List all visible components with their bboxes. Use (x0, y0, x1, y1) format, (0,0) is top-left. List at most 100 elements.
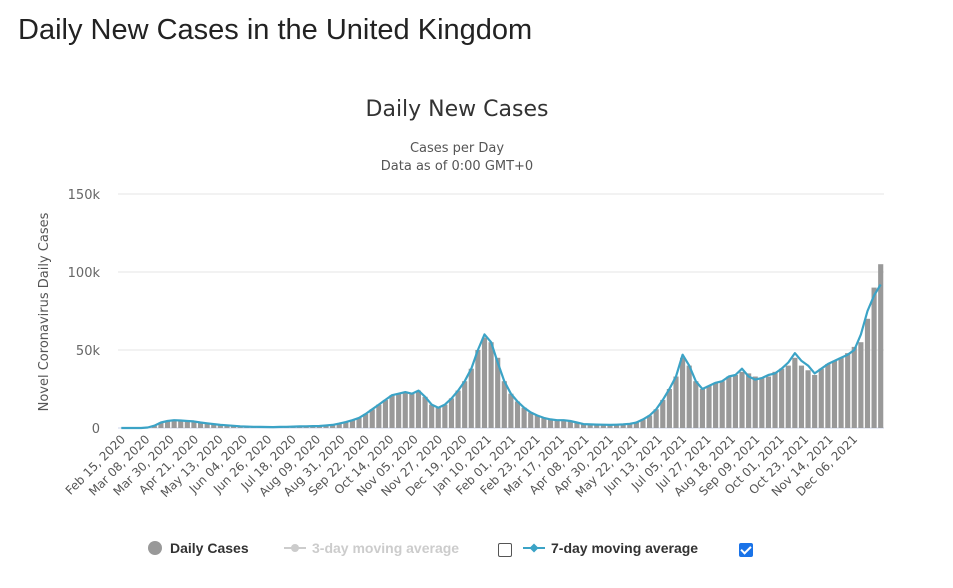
daily-case-bar (719, 381, 725, 428)
legend-daily-label: Daily Cases (170, 540, 249, 556)
daily-case-bar (805, 370, 811, 428)
daily-case-bar (396, 393, 402, 428)
daily-case-bar (587, 424, 593, 428)
legend-ma3-label: 3-day moving average (312, 540, 460, 556)
daily-case-bar (759, 378, 765, 428)
daily-case-bar (475, 350, 481, 428)
daily-case-bar (798, 365, 805, 428)
daily-case-bar (422, 396, 428, 428)
daily-case-bar (818, 368, 824, 428)
daily-case-bar (713, 382, 719, 428)
legend-ma7-label: 7-day moving average (551, 540, 699, 556)
daily-case-bar (864, 318, 871, 428)
daily-case-bar (468, 368, 474, 428)
daily-case-bar (158, 422, 164, 428)
daily-case-bar (349, 420, 355, 428)
daily-case-bar (369, 409, 375, 428)
daily-case-bar (448, 398, 455, 428)
daily-case-bar (547, 419, 554, 428)
legend-7day-ma[interactable]: 7-day moving average (523, 540, 698, 556)
chart-subtitle-line2: Data as of 0:00 GMT+0 (381, 159, 533, 174)
daily-case-bar (673, 376, 679, 428)
y-axis-label: Novel Coronavirus Daily Cases (37, 212, 52, 411)
daily-case-bar (561, 420, 567, 428)
y-tick-label: 100k (68, 266, 101, 281)
daily-case-bar (785, 365, 791, 428)
daily-case-bar (699, 389, 705, 428)
ma7-line-group (121, 283, 882, 430)
daily-case-bar (211, 424, 217, 428)
legend-daily-cases[interactable]: Daily Cases (148, 540, 249, 556)
daily-case-bar (732, 374, 738, 428)
daily-case-bar (594, 424, 600, 428)
daily-case-bar (574, 422, 580, 428)
daily-case-bar (647, 415, 653, 428)
daily-case-bar (693, 381, 699, 428)
daily-case-bar (633, 422, 639, 428)
y-tick-label: 150k (68, 188, 101, 203)
daily-case-bar (488, 342, 494, 428)
daily-case-bar (831, 360, 838, 428)
daily-case-bar (197, 422, 204, 428)
ma7-line (121, 283, 882, 430)
legend-3day-ma[interactable]: 3-day moving average (284, 540, 459, 556)
daily-case-bar (746, 373, 752, 428)
daily-case-bar (191, 421, 197, 428)
ma7-checkbox[interactable] (739, 543, 753, 557)
daily-case-bar (534, 415, 540, 428)
daily-case-bar (382, 399, 389, 428)
daily-case-bar (640, 419, 646, 428)
daily-case-bar (224, 425, 230, 428)
page-title: Daily New Cases in the United Kingdom (18, 14, 533, 46)
daily-case-bar (402, 392, 408, 428)
y-axis-ticks: 0 50k 100k 150k (68, 188, 101, 437)
daily-case-bar (363, 413, 369, 428)
daily-case-bar (858, 342, 864, 428)
y-tick-label: 50k (76, 344, 101, 359)
daily-case-bar (567, 420, 573, 428)
daily-case-bar (184, 420, 190, 428)
daily-case-bar (389, 395, 395, 428)
daily-case-bar (343, 422, 349, 428)
daily-case-bar (706, 385, 712, 428)
daily-cases-bars (145, 264, 884, 428)
daily-case-bar (429, 404, 435, 428)
daily-case-bar (164, 420, 171, 428)
daily-case-bar (356, 417, 362, 428)
daily-case-bar (230, 425, 237, 428)
y-tick-label: 0 (92, 422, 100, 437)
daily-case-bar (653, 409, 659, 428)
daily-case-bar (772, 371, 778, 428)
daily-case-bar (521, 407, 527, 428)
daily-case-bar (779, 368, 785, 428)
daily-case-bar (217, 424, 223, 428)
daily-case-bar (330, 424, 336, 428)
daily-case-bar (204, 423, 210, 428)
daily-case-bar (686, 365, 692, 428)
daily-case-bar (765, 376, 772, 428)
daily-case-bar (627, 423, 633, 428)
daily-case-bar (178, 420, 184, 428)
daily-case-bar (409, 393, 415, 428)
daily-case-bar (660, 399, 666, 428)
daily-case-bar (825, 364, 831, 428)
ma3-checkbox[interactable] (498, 543, 512, 557)
daily-case-bar (812, 374, 818, 428)
daily-case-bar (878, 264, 884, 428)
daily-case-bar (442, 404, 448, 428)
daily-case-bar (838, 357, 844, 428)
daily-case-bar (481, 337, 488, 428)
daily-case-bar (554, 420, 560, 428)
daily-case-bar (680, 357, 686, 428)
daily-case-bar (752, 376, 758, 428)
daily-case-bar (514, 401, 521, 428)
daily-case-bar (376, 404, 382, 428)
daily-case-bar (323, 425, 329, 428)
daily-case-bar (495, 357, 501, 428)
daily-case-bar (739, 371, 745, 428)
daily-case-bar (462, 381, 468, 428)
daily-case-bar (528, 412, 534, 428)
daily-case-bar (845, 353, 851, 428)
